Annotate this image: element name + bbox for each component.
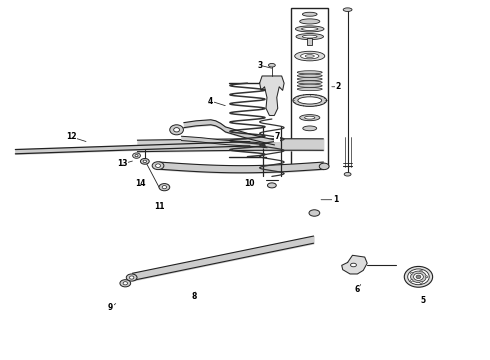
Ellipse shape xyxy=(303,126,317,131)
Ellipse shape xyxy=(425,276,428,278)
Text: 4: 4 xyxy=(208,96,214,105)
Ellipse shape xyxy=(300,19,320,24)
Text: 8: 8 xyxy=(191,292,196,301)
Ellipse shape xyxy=(296,33,323,40)
Text: 1: 1 xyxy=(333,195,338,204)
Text: 7: 7 xyxy=(274,132,279,141)
Ellipse shape xyxy=(294,51,325,61)
Ellipse shape xyxy=(416,275,421,279)
Ellipse shape xyxy=(302,12,317,16)
Text: 11: 11 xyxy=(154,202,165,211)
Ellipse shape xyxy=(305,55,314,58)
Ellipse shape xyxy=(123,282,127,285)
Ellipse shape xyxy=(170,125,183,135)
Ellipse shape xyxy=(343,8,352,12)
Text: 13: 13 xyxy=(118,159,128,168)
Ellipse shape xyxy=(411,271,426,283)
Bar xyxy=(292,8,328,167)
Ellipse shape xyxy=(295,26,324,32)
Ellipse shape xyxy=(302,35,317,38)
Ellipse shape xyxy=(173,128,179,132)
Polygon shape xyxy=(260,76,284,116)
Ellipse shape xyxy=(420,270,422,272)
Ellipse shape xyxy=(297,87,322,91)
Ellipse shape xyxy=(156,164,160,167)
Ellipse shape xyxy=(414,273,423,280)
Text: 5: 5 xyxy=(421,296,426,305)
Ellipse shape xyxy=(411,279,413,281)
Text: 6: 6 xyxy=(355,285,360,294)
Ellipse shape xyxy=(297,84,322,87)
Text: 14: 14 xyxy=(135,179,145,188)
Polygon shape xyxy=(342,255,367,274)
Ellipse shape xyxy=(141,158,149,164)
Ellipse shape xyxy=(269,63,275,67)
Ellipse shape xyxy=(319,163,329,170)
Ellipse shape xyxy=(404,266,433,287)
Text: 3: 3 xyxy=(257,61,262,70)
Ellipse shape xyxy=(350,263,356,267)
Ellipse shape xyxy=(305,116,315,119)
Ellipse shape xyxy=(268,183,276,188)
Text: 2: 2 xyxy=(335,82,341,91)
Ellipse shape xyxy=(159,184,170,191)
Ellipse shape xyxy=(120,280,131,287)
Ellipse shape xyxy=(309,210,320,216)
Ellipse shape xyxy=(162,185,167,189)
Ellipse shape xyxy=(297,77,322,81)
Ellipse shape xyxy=(133,153,141,158)
Text: 10: 10 xyxy=(245,179,255,188)
Ellipse shape xyxy=(298,97,321,104)
Ellipse shape xyxy=(411,273,413,274)
Ellipse shape xyxy=(297,74,322,77)
Bar xyxy=(307,37,312,45)
Ellipse shape xyxy=(129,276,134,279)
Ellipse shape xyxy=(300,114,320,121)
Ellipse shape xyxy=(300,53,319,59)
Ellipse shape xyxy=(135,154,138,157)
Ellipse shape xyxy=(293,94,327,107)
Ellipse shape xyxy=(297,71,322,74)
Ellipse shape xyxy=(143,160,147,163)
Ellipse shape xyxy=(126,274,137,281)
Text: 9: 9 xyxy=(108,303,113,312)
Ellipse shape xyxy=(344,172,351,176)
Ellipse shape xyxy=(301,27,318,30)
Ellipse shape xyxy=(297,81,322,84)
Ellipse shape xyxy=(408,269,429,285)
Text: 12: 12 xyxy=(66,132,77,141)
Ellipse shape xyxy=(152,162,164,170)
Ellipse shape xyxy=(420,282,422,284)
